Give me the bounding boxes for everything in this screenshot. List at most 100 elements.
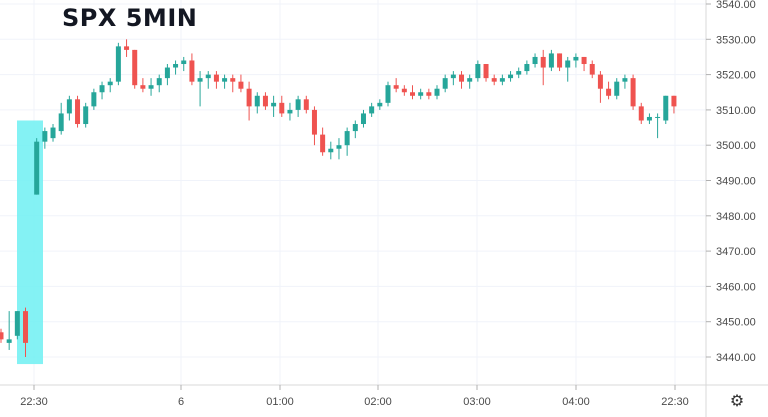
candle <box>328 141 334 160</box>
candle <box>222 74 228 89</box>
price-tick-label: 3450.00 <box>716 317 756 329</box>
candle <box>401 85 407 96</box>
candle-body <box>581 56 587 65</box>
price-tick-label: 3500.00 <box>716 140 756 152</box>
candle <box>655 113 661 139</box>
candle-body <box>524 64 530 72</box>
candle-body <box>508 74 514 79</box>
candle <box>58 102 64 135</box>
candle <box>434 85 440 100</box>
price-tick-label: 3540.00 <box>716 0 756 11</box>
candle-body <box>328 148 334 153</box>
candle <box>638 102 644 125</box>
candle-body <box>107 81 113 86</box>
candle <box>107 78 113 93</box>
candle-body <box>442 78 448 89</box>
candle <box>418 88 424 100</box>
time-tick-label: 22:30 <box>661 396 689 408</box>
candle <box>442 74 448 93</box>
candle <box>23 307 29 357</box>
candle-body <box>311 109 317 135</box>
candle-body <box>336 145 342 149</box>
candle <box>377 99 383 110</box>
candle <box>360 109 366 128</box>
candle <box>230 74 236 93</box>
candle <box>0 328 4 343</box>
candle <box>173 60 179 75</box>
candle-body <box>42 131 48 142</box>
price-tick-label: 3480.00 <box>716 211 756 223</box>
candle <box>573 53 579 68</box>
candle <box>6 311 12 350</box>
candle <box>295 95 301 117</box>
candle <box>352 120 358 139</box>
candle <box>254 92 260 114</box>
candle <box>91 88 97 110</box>
gear-icon[interactable]: ⚙ <box>729 391 745 410</box>
candle-body <box>638 106 644 121</box>
candle-body <box>148 85 154 89</box>
candle-body <box>344 131 350 146</box>
candle <box>597 71 603 103</box>
candle <box>540 49 546 86</box>
candle-body <box>565 60 571 68</box>
candle-body <box>434 88 440 96</box>
candle-body <box>132 49 138 86</box>
candle-body <box>418 92 424 96</box>
candle <box>311 106 317 146</box>
candle <box>50 124 56 142</box>
candle <box>450 71 456 86</box>
candle-body <box>410 92 415 96</box>
candle-body <box>450 74 456 79</box>
candle-body <box>540 56 546 68</box>
candle-body <box>23 311 29 343</box>
candle-body <box>614 81 620 96</box>
candle <box>426 88 432 100</box>
candle-body <box>663 95 669 121</box>
candle-body <box>377 102 383 107</box>
candle-body <box>205 74 211 79</box>
candle <box>279 95 285 117</box>
time-tick-label: 6 <box>178 396 184 408</box>
time-tick-label: 22:30 <box>20 396 48 408</box>
candle-body <box>295 99 301 110</box>
price-tick-label: 3460.00 <box>716 281 756 293</box>
candle <box>393 78 399 93</box>
price-tick-label: 3510.00 <box>716 105 756 117</box>
price-axis[interactable]: 3440.00 3450.00 3460.00 3470.00 3480.00 3490.… <box>706 0 756 364</box>
candle <box>83 102 89 128</box>
candle <box>467 74 473 89</box>
candle <box>410 85 415 100</box>
candle <box>156 74 162 93</box>
candle <box>499 74 505 86</box>
price-tick-label: 3520.00 <box>716 70 756 82</box>
candle-body <box>279 102 285 114</box>
candle <box>524 60 530 75</box>
candle <box>671 95 677 114</box>
candle <box>271 95 277 117</box>
candle <box>459 71 465 89</box>
candle <box>475 60 481 82</box>
time-tick-label: 02:00 <box>364 396 392 408</box>
candle-body <box>124 46 130 50</box>
candle <box>124 39 130 57</box>
candle-body <box>622 78 628 82</box>
candle-body <box>426 92 432 96</box>
candle-body <box>671 95 677 107</box>
candle <box>483 64 489 82</box>
candle-body <box>303 99 309 110</box>
candle <box>516 67 522 79</box>
candle <box>589 60 595 79</box>
candle <box>132 49 138 89</box>
candle-body <box>254 95 260 107</box>
candle <box>663 95 669 125</box>
candle-body <box>14 311 20 336</box>
candle <box>42 127 48 149</box>
candle <box>630 74 636 110</box>
candle-body <box>34 141 40 195</box>
price-tick-label: 3440.00 <box>716 352 756 364</box>
candle-body <box>491 78 497 82</box>
candle-body <box>459 74 465 82</box>
time-axis[interactable]: 22:30 6 01:00 02:00 03:00 04:00 22:30 <box>20 385 689 408</box>
candle-body <box>173 64 179 68</box>
